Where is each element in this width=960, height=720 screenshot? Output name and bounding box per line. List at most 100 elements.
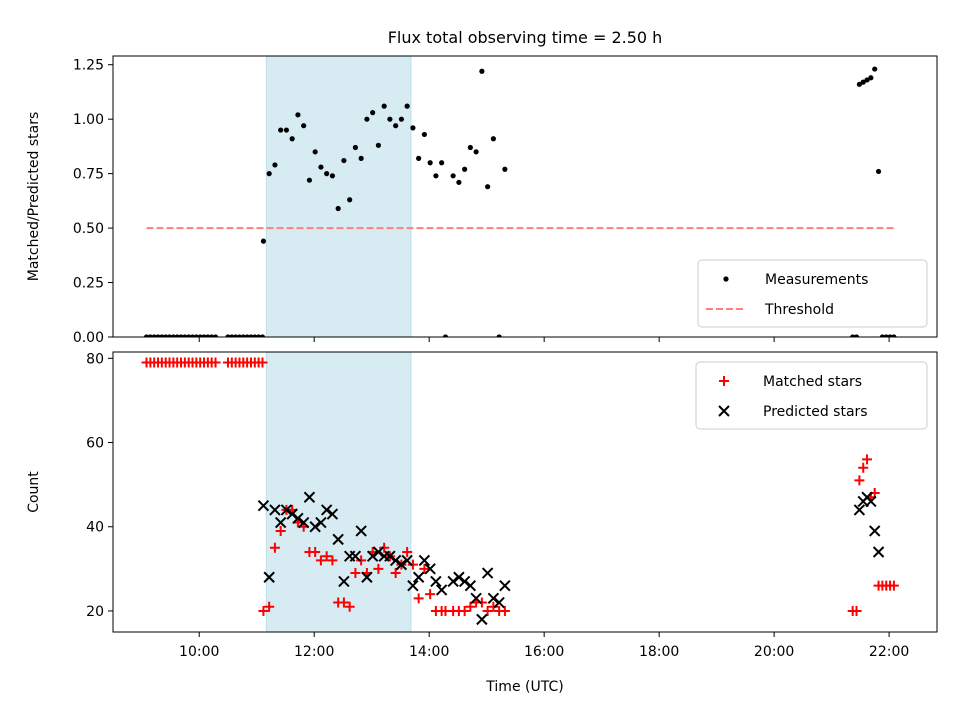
matched-star-point <box>465 601 476 612</box>
predicted-star-point <box>303 491 316 503</box>
measurement-point <box>485 184 491 190</box>
measurement-point <box>479 68 485 74</box>
measurement-point <box>450 173 456 179</box>
measurement-point <box>283 127 290 133</box>
measurement-point <box>393 123 399 129</box>
measurement-point <box>225 334 231 337</box>
measurement-point <box>398 116 404 122</box>
predicted-star-point <box>395 558 408 571</box>
measurement-point <box>502 166 508 172</box>
matched-star-point <box>275 525 286 536</box>
measurement-point <box>252 334 258 337</box>
x-tick-label: 14:00 <box>409 644 449 660</box>
legend-predicted-swatch <box>718 405 730 417</box>
measurement-point <box>883 334 889 337</box>
matched-star-point <box>379 542 390 553</box>
predicted-star-point <box>412 571 425 583</box>
matched-star-point <box>459 605 470 616</box>
matched-star-point <box>210 357 221 368</box>
legend-matched-swatch <box>719 376 729 386</box>
measurement-point <box>178 334 184 337</box>
measurement-point <box>205 334 211 337</box>
predicted-star-point <box>297 516 310 529</box>
y-tick-label: 0.50 <box>73 221 104 237</box>
measurement-point <box>289 136 295 142</box>
measurement-point <box>872 66 878 72</box>
measurement-point <box>147 334 153 337</box>
matched-star-point <box>310 547 321 557</box>
matched-star-point <box>264 601 275 612</box>
legend-label: Predicted stars <box>763 404 868 420</box>
x-tick-label: 12:00 <box>294 644 334 660</box>
measurement-point <box>496 334 502 337</box>
predicted-star-point <box>389 554 402 567</box>
predicted-star-point <box>326 508 339 520</box>
predicted-star-point <box>332 533 344 546</box>
bottom-plot-area <box>141 357 899 626</box>
predicted-star-point <box>418 554 431 567</box>
x-tick-label: 16:00 <box>524 644 564 660</box>
measurement-point <box>410 125 416 131</box>
measurement-point <box>879 334 885 337</box>
predicted-star-point <box>349 550 362 562</box>
measurement-point <box>151 334 157 337</box>
predicted-star-point <box>366 550 379 562</box>
x-axis-label: Time (UTC) <box>485 679 563 695</box>
predicted-star-point <box>487 592 500 605</box>
measurement-point <box>166 334 173 337</box>
measurement-point <box>864 77 870 83</box>
predicted-star-point <box>464 579 477 592</box>
matched-star-point <box>350 568 361 579</box>
measurement-point <box>193 334 199 337</box>
measurement-point <box>248 334 254 337</box>
y-tick-label: 60 <box>86 436 104 452</box>
legend-label: Measurements <box>765 272 868 288</box>
legend-label: Matched stars <box>763 374 862 390</box>
matched-star-point <box>476 597 487 608</box>
measurement-point <box>233 334 239 337</box>
measurement-point <box>197 334 203 337</box>
matched-star-point <box>315 555 326 566</box>
matched-star-point <box>888 580 899 591</box>
chart-title: Flux total observing time = 2.50 h <box>388 28 663 47</box>
predicted-star-point <box>407 579 419 592</box>
measurement-point <box>256 334 262 337</box>
measurement-point <box>318 164 324 170</box>
x-tick-label: 20:00 <box>754 644 794 660</box>
legend-label: Threshold <box>764 302 834 318</box>
predicted-star-point <box>372 546 385 558</box>
predicted-star-point <box>401 554 413 567</box>
measurement-point <box>312 149 318 155</box>
measurement-point <box>259 334 266 337</box>
matched-star-point <box>356 555 367 566</box>
measurement-point <box>182 334 188 337</box>
matched-star-point <box>269 542 280 553</box>
y-tick-label: 1.25 <box>73 58 104 74</box>
matched-star-point <box>851 605 862 616</box>
top-panel: 0.00 0.25 0.50 0.75 1.00 1.25 Matched/Predicte… <box>26 55 938 346</box>
measurement-point <box>170 334 176 337</box>
measurement-point <box>358 155 364 161</box>
measurement-point <box>174 334 180 337</box>
measurement-point <box>229 334 235 337</box>
matched-star-point <box>419 563 430 574</box>
measurement-point <box>335 205 341 212</box>
measurement-point <box>201 334 207 337</box>
matched-star-point <box>338 597 349 608</box>
measurement-point <box>387 116 393 122</box>
y-tick-label: 0.25 <box>73 276 104 292</box>
measurement-point <box>421 131 427 138</box>
measurement-point <box>856 81 862 87</box>
measurement-point <box>850 334 856 337</box>
measurement-point <box>456 179 462 185</box>
measurement-point <box>442 334 449 337</box>
matched-star-point <box>425 589 436 600</box>
predicted-star-point <box>263 571 275 583</box>
top-legend: Measurements Threshold <box>697 259 928 328</box>
measurement-point <box>433 173 439 179</box>
measurement-point <box>212 334 219 337</box>
y-tick-label: 40 <box>86 520 104 536</box>
y-tick-label: 1.00 <box>73 112 104 128</box>
